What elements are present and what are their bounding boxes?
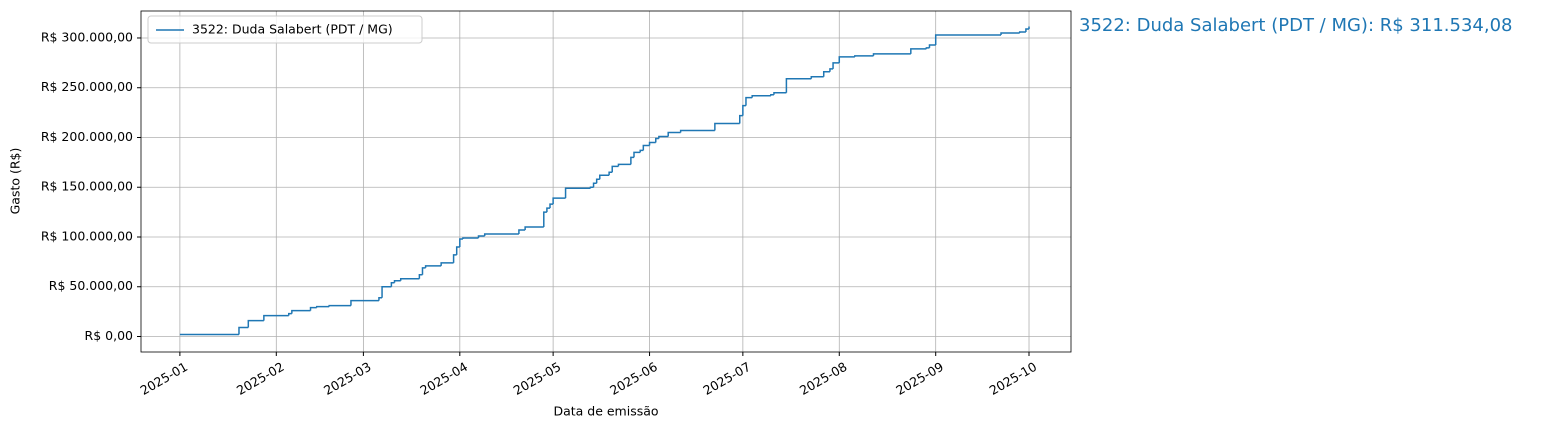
step-segment [738,114,743,124]
x-tick-label: 2025-04 [417,359,470,398]
step-segment [291,309,311,314]
step-segment [679,129,715,133]
step-segment [452,254,457,263]
x-tick-label: 2025-01 [137,359,190,398]
step-segment [378,296,383,301]
step-segment [854,55,874,57]
step-segment [832,62,840,69]
step-segment [639,149,644,153]
y-tick-label: R$ 150.000,00 [41,179,133,194]
step-segment [564,187,591,199]
step-segment [714,122,740,131]
step-segment [838,56,855,63]
step-segment [315,305,330,308]
step-segment [642,144,650,151]
step-segment [608,171,613,176]
step-segment [872,53,911,56]
annotation: 3522: Duda Salabert (PDT / MG): R$ 311.5… [1079,15,1512,36]
step-segment [483,233,519,236]
step-segment [421,267,426,275]
y-tick-label: R$ 50.000,00 [49,278,133,293]
step-segment [810,76,824,79]
x-tick-label: 2025-06 [607,359,660,398]
plot-frame [140,10,1072,353]
step-segment [549,203,554,209]
step-segment [745,96,753,106]
step-segment [910,48,927,54]
step-segment [518,229,526,235]
step-segment [589,186,594,189]
x-tick-label: 2025-05 [511,359,564,398]
x-tick-label: 2025-10 [987,359,1040,398]
x-tick-label: 2025-08 [797,359,850,398]
x-tick-label: 2025-07 [700,359,753,398]
step-segment [328,304,351,307]
step-segment [925,47,930,49]
step-segment [785,78,812,93]
step-segment [599,174,610,180]
step-segment [655,137,659,143]
legend-box [147,15,423,44]
step-segment [822,71,830,77]
step-segment [381,285,392,298]
step-segment [829,68,834,72]
step-segment [770,93,774,96]
step-segment [546,207,551,213]
step-segment [934,34,1002,45]
x-tick-label: 2025-03 [321,359,374,398]
step-segment [617,163,631,167]
step-segment [524,226,544,231]
step-segment [1018,31,1026,34]
step-segment [592,182,597,188]
y-axis-label: Gasto (R$) [8,148,23,215]
step-segment [247,319,264,328]
step-segment [350,299,379,306]
step-segment [552,197,566,205]
step-segment [440,262,454,266]
step-segment [477,235,485,238]
y-tick-label: R$ 300.000,00 [41,29,133,44]
step-segment [462,237,479,239]
y-tick-label: R$ 0,00 [85,328,133,343]
step-segment [742,104,746,116]
step-segment [459,238,463,247]
step-segment [751,94,771,98]
step-segment [390,282,395,287]
step-segment [238,326,249,335]
step-segment [630,156,634,165]
step-segment [424,265,442,268]
y-tick-label: R$ 200.000,00 [41,129,133,144]
step-segment [633,151,641,158]
step-segment [455,246,460,255]
step-segment [658,135,669,139]
step-segment [418,274,423,279]
step-segment [928,44,936,48]
y-tick-label: R$ 250.000,00 [41,79,133,94]
step-segment [1025,28,1030,33]
step-segment [399,278,420,281]
step-segment [263,314,289,321]
step-segment [595,178,600,184]
step-segment [543,211,547,228]
step-segment [648,141,656,146]
legend-label: 3522: Duda Salabert (PDT / MG) [192,22,393,37]
step-segment [667,131,681,137]
step-segment [773,91,787,95]
x-axis-label: Data de emissão [553,404,658,419]
step-segment [309,306,317,311]
step-segment [287,312,292,316]
x-tick-label: 2025-02 [234,359,287,398]
step-segment [393,280,401,283]
y-tick-label: R$ 100.000,00 [41,228,133,243]
step-segment [1000,32,1020,35]
step-segment [611,165,619,173]
x-tick-label: 2025-09 [893,359,946,398]
